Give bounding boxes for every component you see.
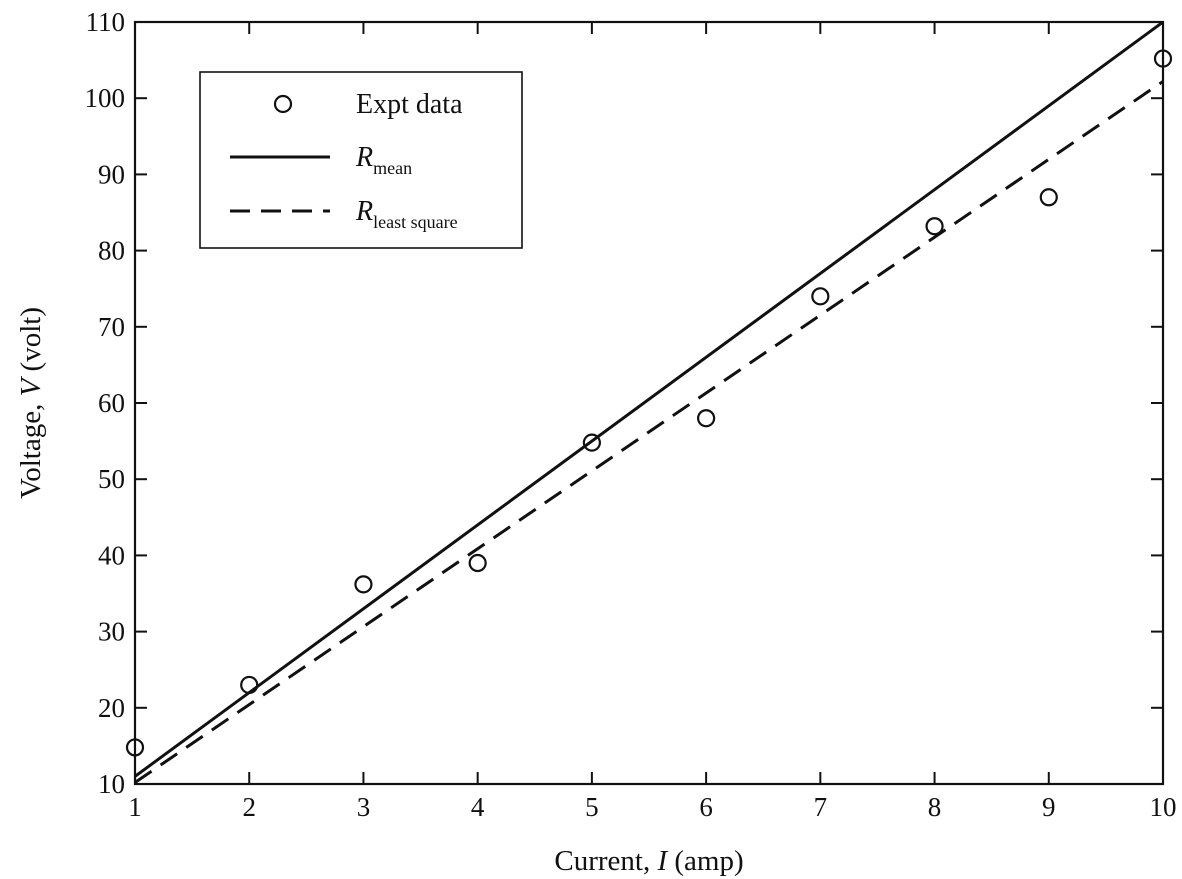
data-point <box>125 738 145 757</box>
y-tick-label: 50 <box>98 464 125 494</box>
data-point <box>354 575 373 594</box>
y-tick-label: 110 <box>86 7 126 37</box>
y-tick-labels: 10 20 30 40 50 60 70 80 90 100 110 <box>85 7 126 799</box>
data-point <box>240 675 259 695</box>
y-tick-label: 80 <box>98 236 125 266</box>
y-tick-label: 100 <box>85 83 126 113</box>
x-tick-label: 8 <box>928 792 942 822</box>
y-tick-label: 30 <box>98 617 125 647</box>
ticks <box>134 21 1164 785</box>
y-axis-title: Voltage, V (volt) <box>15 307 47 499</box>
x-tick-labels: 1 2 3 4 5 6 7 8 9 10 <box>128 792 1176 822</box>
x-tick-label: 6 <box>699 792 713 822</box>
y-tick-label: 10 <box>98 769 125 799</box>
data-point <box>697 409 716 428</box>
y-tick-label: 70 <box>98 312 125 342</box>
data-point <box>1039 188 1058 207</box>
y-tick-label: 60 <box>98 388 125 418</box>
x-tick-label: 2 <box>242 792 256 822</box>
data-points <box>125 49 1173 757</box>
y-tick-label: 40 <box>98 540 125 570</box>
x-tick-label: 4 <box>471 792 485 822</box>
legend-marker-expt <box>273 94 293 114</box>
x-tick-label: 9 <box>1042 792 1056 822</box>
legend-label-expt: Expt data <box>356 89 463 120</box>
legend-box <box>199 71 523 249</box>
x-tick-label: 10 <box>1150 792 1177 822</box>
line-least-square <box>135 80 1163 784</box>
x-axis-title: Current, I (amp) <box>554 845 743 877</box>
x-tick-label: 7 <box>814 792 828 822</box>
line-mean <box>135 22 1163 778</box>
x-tick-label: 1 <box>128 792 142 822</box>
y-tick-label: 20 <box>98 693 125 723</box>
y-tick-label: 90 <box>98 159 125 189</box>
data-point <box>811 287 830 306</box>
data-point <box>1153 49 1173 68</box>
fit-lines <box>135 22 1163 784</box>
legend-label-mean: Rmean <box>355 142 412 178</box>
legend: Expt data Rmean Rleast square <box>199 71 523 249</box>
x-tick-label: 5 <box>585 792 599 822</box>
data-point <box>925 217 944 236</box>
x-tick-label: 3 <box>357 792 371 822</box>
data-point <box>582 433 601 452</box>
data-point <box>468 553 487 573</box>
legend-label-least-square: Rleast square <box>355 196 458 232</box>
